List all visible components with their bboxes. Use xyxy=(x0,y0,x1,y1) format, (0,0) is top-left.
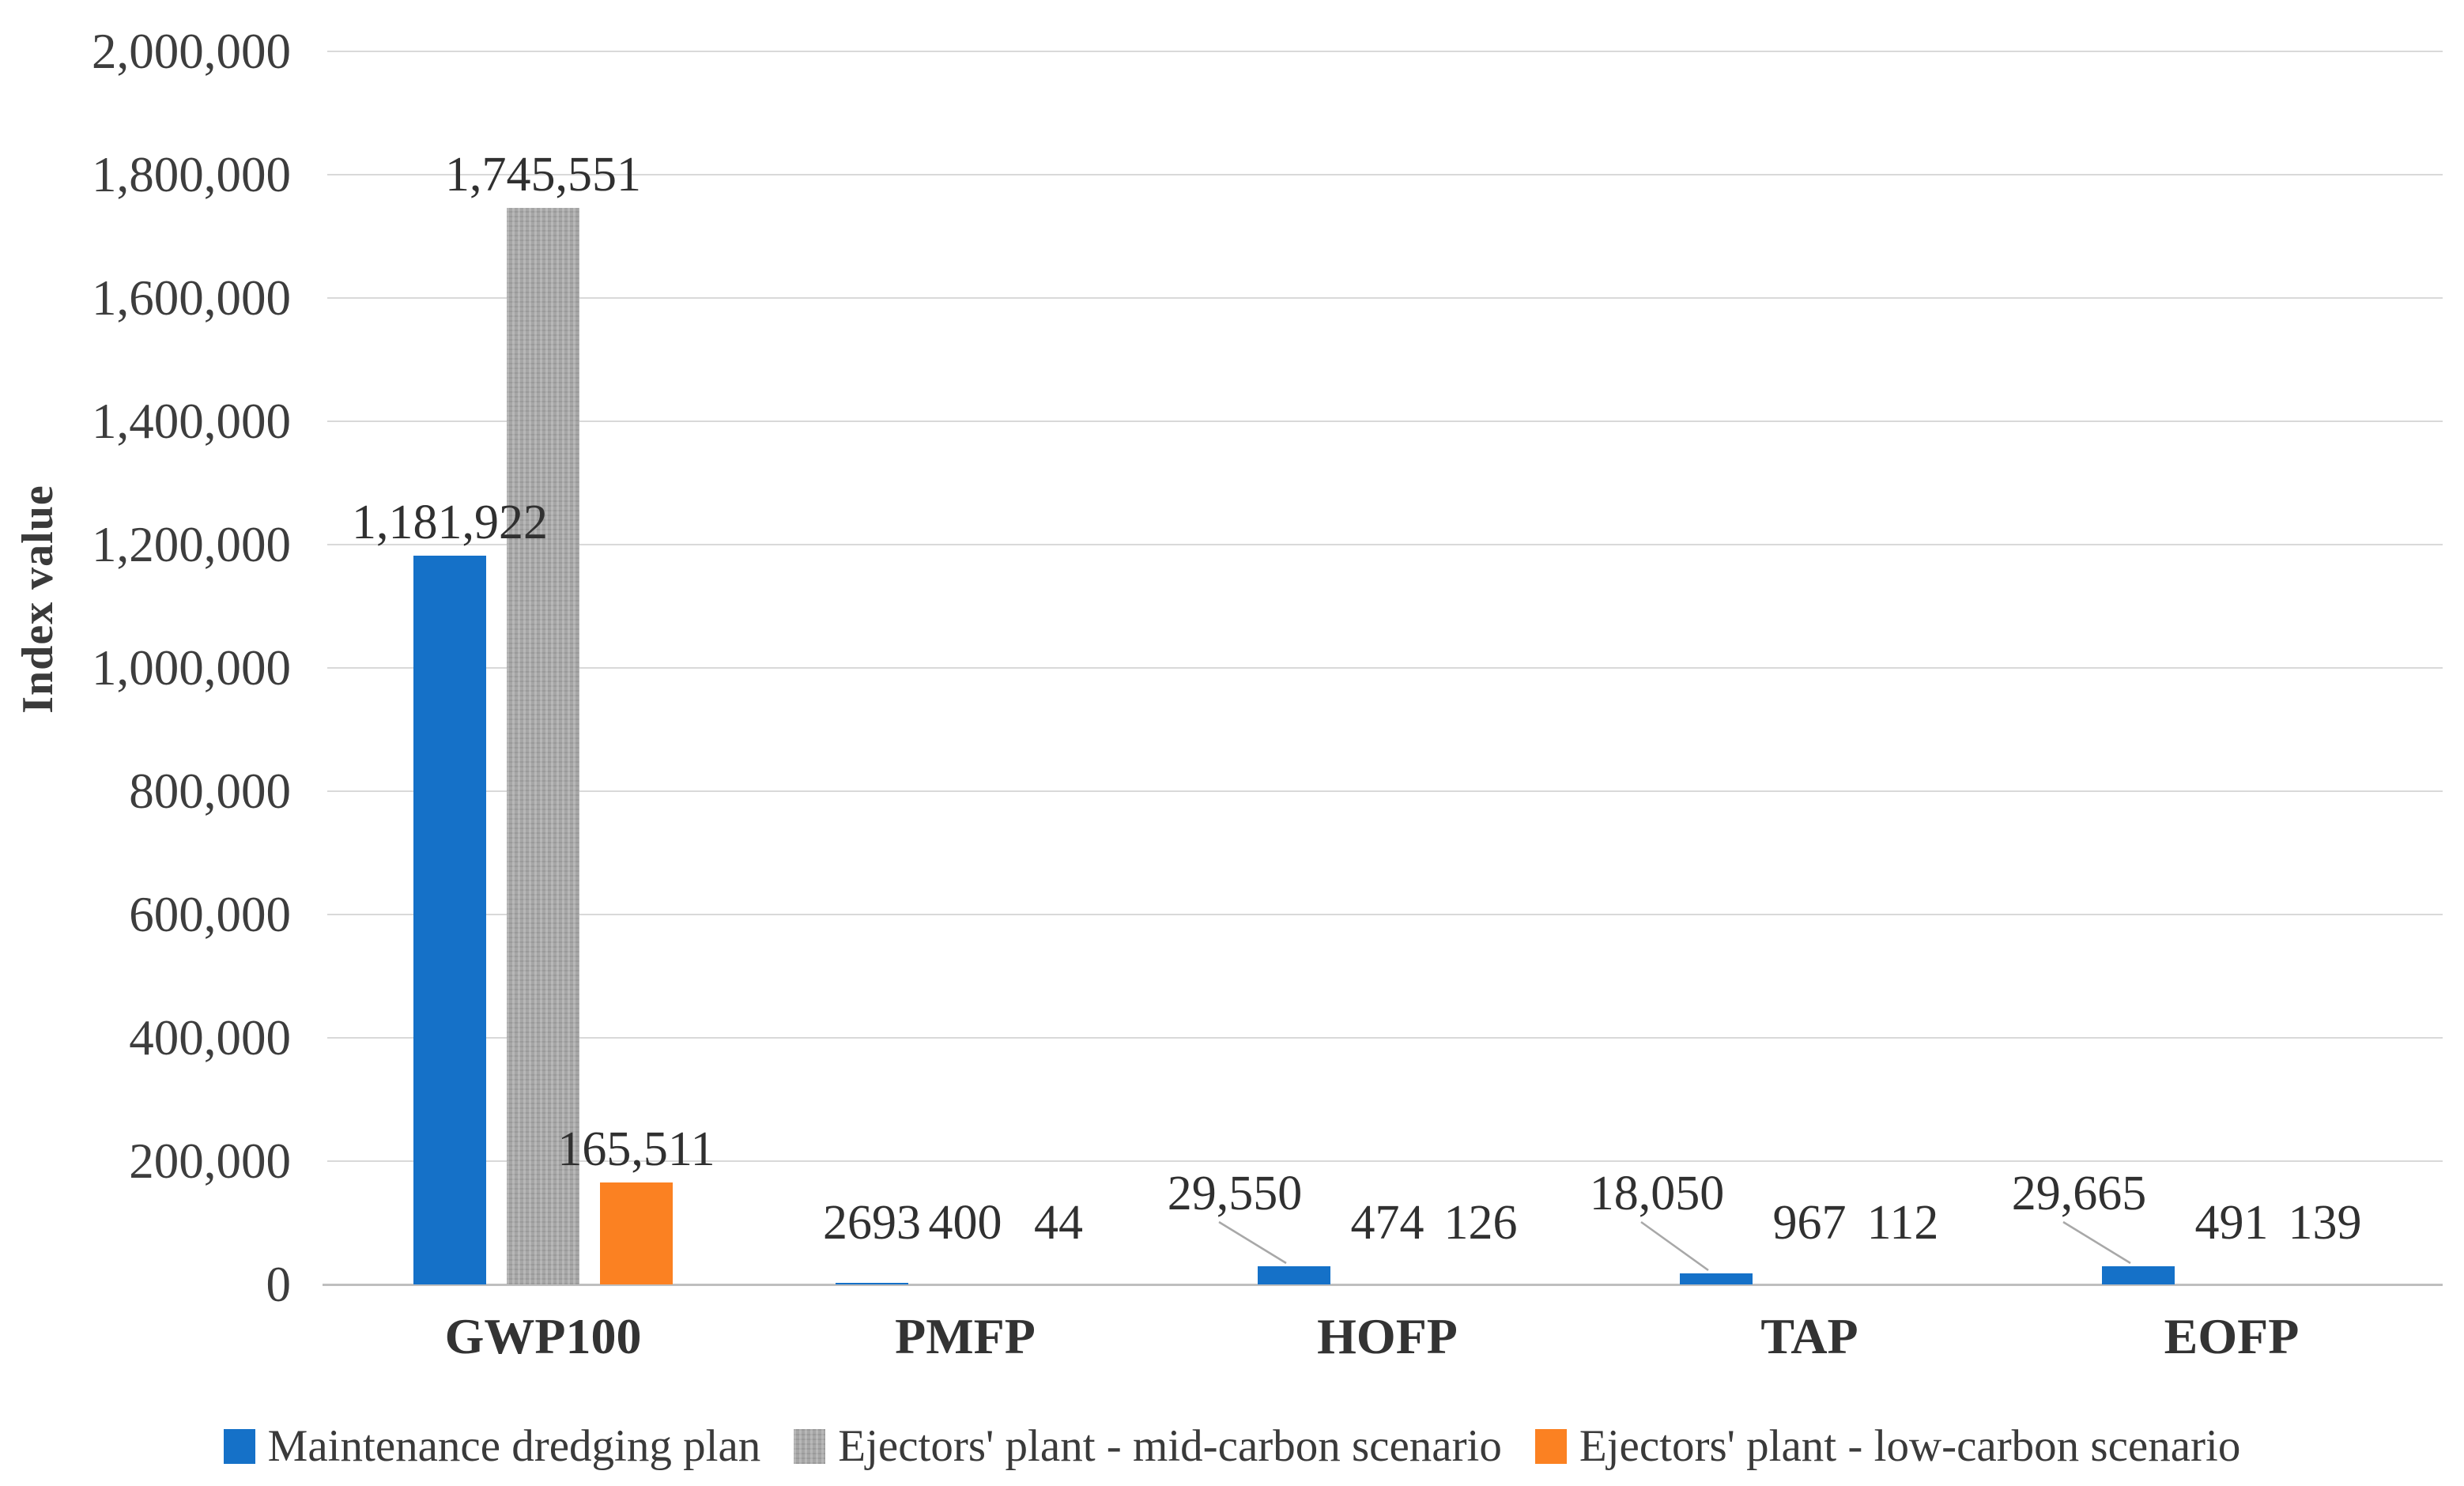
y-tick-label: 200,000 xyxy=(129,1133,291,1189)
gridline xyxy=(327,421,2443,422)
data-label: 112 xyxy=(1866,1196,1939,1250)
data-label: 139 xyxy=(2288,1196,2362,1250)
legend-swatch xyxy=(1534,1429,1567,1464)
data-label: 165,511 xyxy=(557,1122,715,1176)
y-tick-label: 400,000 xyxy=(129,1010,291,1065)
gridline xyxy=(327,1160,2443,1162)
data-label: 2693 xyxy=(823,1196,921,1250)
data-label: 29,665 xyxy=(2011,1167,2147,1220)
data-label: 474 xyxy=(1350,1196,1424,1250)
data-label: 400 xyxy=(928,1196,1002,1250)
category-label-eofp: EOFP xyxy=(2164,1308,2300,1364)
y-tick-label: 1,400,000 xyxy=(92,394,291,449)
gridline xyxy=(327,914,2443,915)
y-tick-label: 2,000,000 xyxy=(92,24,291,79)
gridline xyxy=(327,297,2443,299)
legend: Maintenance dredging plan Ejectors' plant… xyxy=(0,1419,2464,1474)
gridline xyxy=(327,1037,2443,1039)
x-axis-line xyxy=(323,1284,2443,1286)
y-tick-label: 800,000 xyxy=(129,764,291,819)
bar-gwp100-series1 xyxy=(413,556,486,1284)
data-label: 126 xyxy=(1443,1196,1518,1250)
gridline xyxy=(327,790,2443,792)
bar-gwp100-series3 xyxy=(600,1182,673,1284)
legend-swatch xyxy=(794,1429,826,1464)
bar-eofp-series1 xyxy=(2102,1266,2175,1284)
data-label: 967 xyxy=(1772,1196,1847,1250)
legend-item: Ejectors' plant - mid-carbon scenario xyxy=(794,1421,1502,1472)
y-tick-label: 600,000 xyxy=(129,887,291,942)
category-label-tap: TAP xyxy=(1760,1308,1858,1364)
y-tick-label: 0 xyxy=(266,1257,292,1312)
gridline xyxy=(327,174,2443,175)
category-label-hofp: HOFP xyxy=(1317,1308,1458,1364)
legend-label: Ejectors' plant - low-carbon scenario xyxy=(1579,1421,2241,1471)
gridline xyxy=(327,544,2443,545)
data-label: 18,050 xyxy=(1589,1167,1725,1220)
bar-gwp100-series2 xyxy=(507,208,579,1284)
legend-label: Maintenance dredging plan xyxy=(267,1421,761,1471)
category-label-gwp100: GWP100 xyxy=(444,1308,642,1364)
y-tick-label: 1,600,000 xyxy=(92,270,291,326)
y-tick-label: 1,200,000 xyxy=(92,517,291,572)
legend-label: Ejectors' plant - mid-carbon scenario xyxy=(838,1421,1502,1471)
bar-pmfp-series1 xyxy=(836,1283,908,1284)
legend-swatch xyxy=(223,1429,255,1464)
bar-hofp-series1 xyxy=(1258,1266,1330,1284)
data-label: 44 xyxy=(1034,1196,1083,1250)
data-label: 29,550 xyxy=(1167,1167,1303,1220)
legend-item: Maintenance dredging plan xyxy=(223,1421,761,1472)
legend-item: Ejectors' plant - low-carbon scenario xyxy=(1534,1421,2241,1472)
y-tick-label: 1,800,000 xyxy=(92,147,291,202)
gridline xyxy=(327,51,2443,52)
data-label: 1,181,922 xyxy=(352,496,548,549)
y-tick-label: 1,000,000 xyxy=(92,640,291,696)
category-label-pmfp: PMFP xyxy=(895,1308,1036,1364)
data-label: 1,745,551 xyxy=(445,148,641,202)
data-label: 491 xyxy=(2194,1196,2269,1250)
bar-tap-series1 xyxy=(1680,1273,1753,1284)
gridline xyxy=(327,667,2443,669)
